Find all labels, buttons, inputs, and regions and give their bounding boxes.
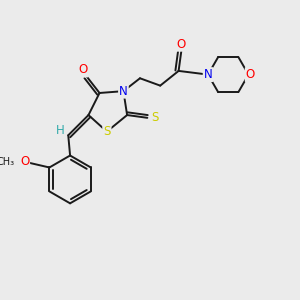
Text: O: O <box>78 64 88 76</box>
Text: S: S <box>151 111 158 124</box>
Text: O: O <box>177 38 186 51</box>
Text: CH₃: CH₃ <box>0 157 14 167</box>
Text: O: O <box>246 68 255 81</box>
Text: O: O <box>20 154 29 167</box>
Text: N: N <box>204 68 212 81</box>
Text: N: N <box>119 85 128 98</box>
Text: S: S <box>103 125 111 138</box>
Text: H: H <box>56 124 64 137</box>
